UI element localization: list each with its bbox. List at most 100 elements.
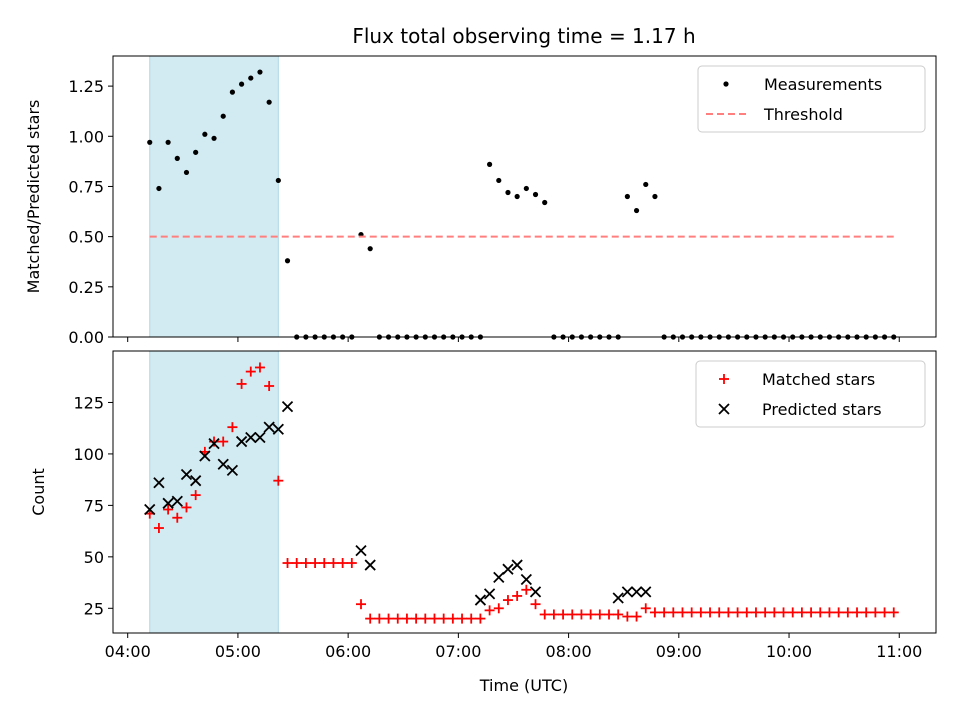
matched-point [300, 558, 311, 569]
legend-frame [697, 65, 926, 133]
measurement-point [147, 139, 153, 145]
measurement-point [156, 185, 162, 192]
predicted-point [493, 571, 505, 584]
predicted-point [180, 468, 193, 481]
series-matched-stars [144, 362, 899, 624]
y-tick-label: 0.50 [68, 228, 104, 247]
matched-point [622, 611, 633, 622]
measurement-point [496, 177, 502, 184]
predicted-point-b [190, 475, 202, 487]
legend-item: Predicted stars [718, 400, 882, 419]
predicted-point-b [355, 545, 367, 557]
matched-point [659, 607, 670, 618]
legend-item: Threshold [706, 105, 843, 124]
legend: Measurements Threshold [697, 65, 926, 133]
matched-point [567, 609, 578, 620]
legend-frame [695, 360, 926, 428]
legend-label: Matched stars [762, 370, 875, 389]
shaded-interval [149, 350, 279, 634]
matched-point [411, 613, 422, 624]
predicted-point-b [502, 563, 514, 575]
matched-point [319, 558, 330, 569]
measurement-point [523, 185, 529, 192]
predicted-point-b [226, 464, 239, 477]
measurement-point [174, 155, 180, 161]
predicted-point [621, 586, 634, 598]
matched-point [778, 607, 789, 618]
predicted-point [520, 573, 532, 586]
matched-point [227, 422, 238, 433]
chart-title: Flux total observing time = 1.17 h [352, 24, 695, 48]
measurement-point [202, 131, 208, 137]
x-axis-title: Time (UTC) [479, 676, 568, 695]
matched-point [291, 558, 302, 569]
predicted-point-b [529, 586, 542, 598]
y-tick-label: 50 [84, 548, 104, 567]
panel-ratio: 0.00 0.25 0.50 0.75 1.00 1.25 Matched/Predicte… [24, 55, 937, 347]
predicted-point-b [621, 586, 634, 598]
matched-point [493, 603, 504, 614]
matched-point [870, 607, 881, 618]
matched-point [686, 607, 697, 618]
measurement-point [624, 193, 630, 200]
matched-point [861, 607, 872, 618]
x-tick-label: 08:00 [546, 642, 592, 661]
legend-swatch-b [718, 403, 730, 415]
x-tick-label: 09:00 [656, 642, 702, 661]
predicted-point-b [272, 423, 284, 435]
predicted-point-b [520, 573, 532, 586]
legend-swatch [718, 403, 730, 415]
predicted-point-b [162, 497, 174, 509]
predicted-point [612, 592, 624, 604]
measurement-point [643, 181, 649, 188]
measurement-point [229, 89, 236, 95]
predicted-point-b [208, 437, 220, 450]
measurement-point [238, 81, 245, 87]
measurement-point [193, 149, 199, 155]
y-tick-label: 75 [84, 496, 104, 515]
matched-point [815, 607, 826, 618]
plot-frame [112, 350, 937, 634]
predicted-point-b [144, 503, 156, 516]
matched-point [842, 607, 853, 618]
matched-point [181, 502, 192, 513]
matched-point [383, 613, 394, 624]
measurement-point [211, 135, 217, 141]
matched-point [209, 436, 220, 447]
legend-label: Predicted stars [762, 400, 882, 419]
predicted-point-b [511, 559, 523, 571]
matched-point [796, 607, 807, 618]
y-tick-label: 100 [73, 445, 104, 464]
matched-point [732, 607, 743, 618]
matched-point [879, 607, 890, 618]
matched-point [264, 380, 275, 391]
predicted-point-b [263, 421, 275, 433]
matched-point [484, 605, 495, 616]
predicted-point-b [180, 468, 193, 481]
y-tick-label: 25 [84, 599, 104, 618]
predicted-point-b [493, 571, 505, 584]
predicted-point [190, 475, 202, 487]
predicted-point [529, 586, 542, 598]
matched-point [530, 599, 541, 610]
predicted-point-b [199, 450, 211, 462]
matched-point [824, 607, 835, 618]
y-tick-label: 1.25 [68, 77, 104, 96]
matched-point [374, 613, 385, 624]
predicted-point-b [483, 588, 496, 600]
legend-swatch [723, 81, 729, 87]
matched-point [346, 558, 357, 569]
matched-point [613, 609, 624, 620]
matched-point [521, 584, 532, 595]
predicted-point-b [640, 586, 652, 598]
predicted-point-b [153, 477, 165, 489]
y-tick-label: 1.00 [68, 127, 104, 146]
measurement-point [514, 193, 520, 200]
matched-point [548, 609, 559, 620]
matched-point [356, 599, 367, 610]
matched-point [457, 613, 468, 624]
predicted-point [235, 435, 248, 448]
x-tick-label: 10:00 [766, 642, 812, 661]
measurement-point [183, 169, 190, 176]
